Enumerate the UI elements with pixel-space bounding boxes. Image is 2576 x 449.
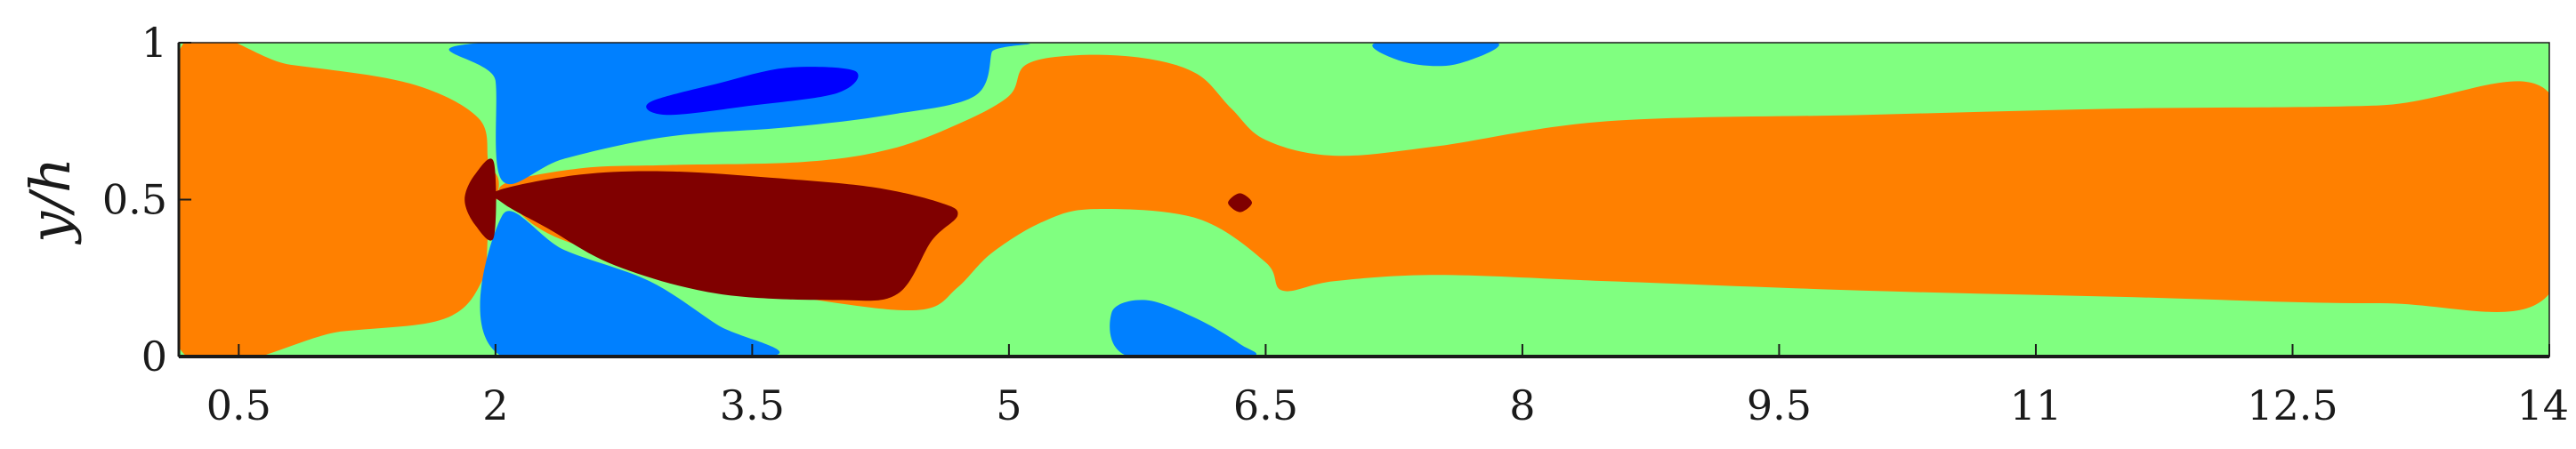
y-tick-label: 0.5	[102, 176, 167, 224]
contour-region-light-blue-5	[1372, 43, 1499, 67]
x-tick-label: 0.5	[206, 381, 271, 429]
x-tick-label: 5	[996, 381, 1022, 429]
x-tick-label: 14	[2516, 381, 2569, 429]
contour-region-orange-1	[498, 54, 2549, 312]
contour-region-dark-red-8	[464, 158, 497, 241]
y-axis-label: y/h	[18, 157, 83, 245]
contour-region-orange-0	[179, 43, 499, 357]
y-tick-label: 0	[141, 333, 167, 381]
x-tick-label: 9.5	[1747, 381, 1812, 429]
y-tick-label: 1	[141, 19, 167, 67]
contour-region-dark-red-7	[492, 171, 958, 301]
x-tick-label: 3.5	[720, 381, 785, 429]
x-axis-ticks: 0.5 2 3.5 5 6.5 8 9.5 11 12.5 14	[206, 344, 2569, 429]
x-tick-label: 11	[2010, 381, 2063, 429]
contour-region-light-blue-3	[480, 211, 780, 357]
contour-region-dark-red-9	[1228, 193, 1252, 212]
contour-region-light-blue-2	[448, 43, 1030, 185]
x-tick-label: 2	[482, 381, 508, 429]
x-tick-label: 8	[1509, 381, 1535, 429]
contour-region-blue-6	[646, 67, 859, 116]
contour-regions	[179, 43, 2549, 357]
x-tick-label: 6.5	[1233, 381, 1298, 429]
y-axis-ticks: 00.51	[102, 19, 191, 381]
x-tick-label: 12.5	[2247, 381, 2338, 429]
contour-region-light-blue-4	[1110, 300, 1256, 357]
